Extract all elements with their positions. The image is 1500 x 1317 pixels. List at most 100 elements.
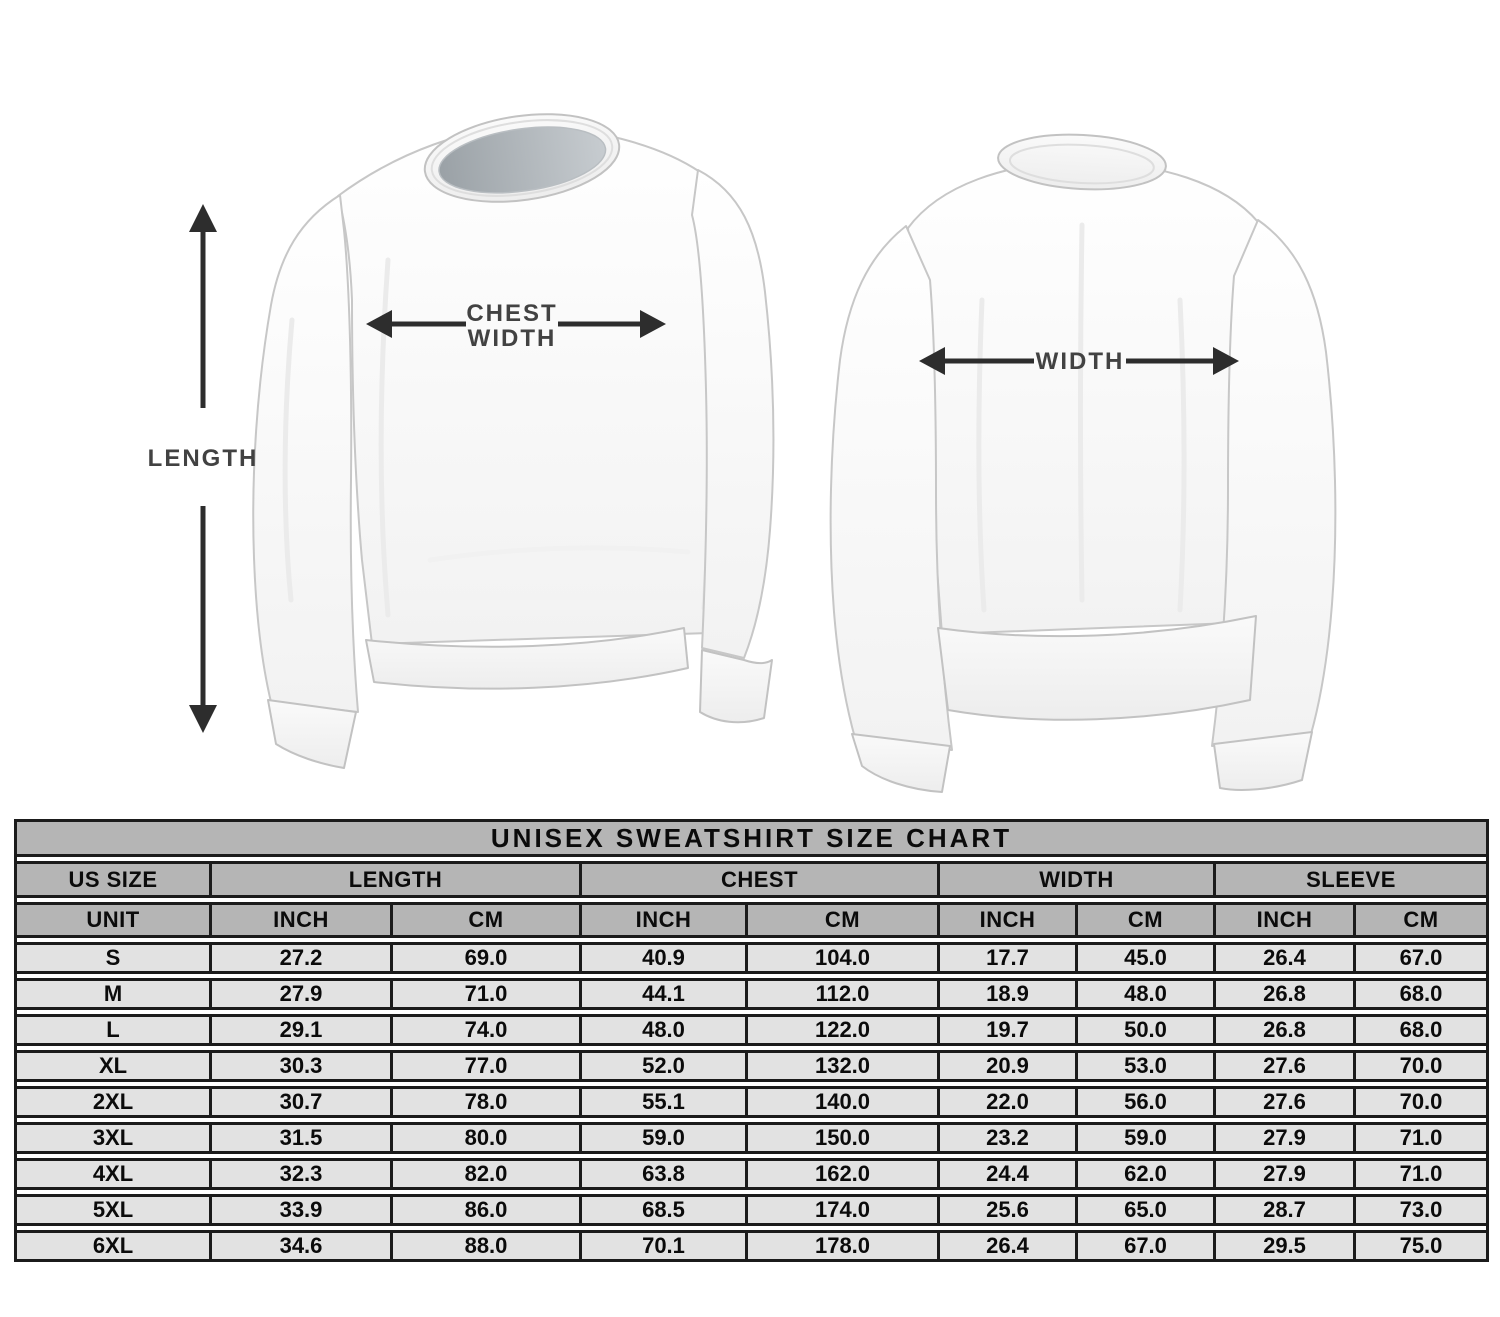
value-cell: 48.0 [579,1017,745,1043]
value-cell: 68.0 [1353,1017,1486,1043]
value-cell: 178.0 [745,1233,937,1259]
size-cell: 3XL [92,1125,134,1150]
back-fold-right [1177,297,1187,613]
length-arrow-icon [189,204,217,733]
table-row-gap [17,1010,1486,1014]
value-cell: 62.0 [1075,1161,1213,1187]
unit-cell: INCH [209,905,390,935]
value-cell: 26.8 [1213,1017,1353,1043]
value-cell: 31.5 [209,1125,390,1151]
header-width: WIDTH [937,864,1213,895]
unit-cell: CM [745,905,937,935]
value-cell: 74.0 [390,1017,579,1043]
size-cell: 2XL [92,1089,134,1114]
back-collar [997,133,1167,191]
value-cell: 88.0 [390,1233,579,1259]
value-cell: 82.0 [390,1161,579,1187]
value-cell: 32.3 [209,1161,390,1187]
value-cell: 65.0 [1075,1197,1213,1223]
header-us-size: US SIZE [68,866,158,892]
table-row: S 27.2 69.0 40.9 104.0 17.7 45.0 26.4 67.0 [17,942,1486,974]
value-cell: 71.0 [1353,1125,1486,1151]
size-chart-table: UNISEX SWEATSHIRT SIZE CHART US SIZE LEN… [14,819,1489,1262]
value-cell: 104.0 [745,945,937,971]
unit-cell: INCH [579,905,745,935]
value-cell: 53.0 [1075,1053,1213,1079]
value-cell: 24.4 [937,1161,1075,1187]
table-row: 6XL 34.6 88.0 70.1 178.0 26.4 67.0 29.5 75.0 [17,1230,1486,1259]
size-cell: M [103,981,123,1006]
length-label: LENGTH [147,445,259,472]
front-right-sleeve [691,169,775,659]
value-cell: 73.0 [1353,1197,1486,1223]
table-row: M 27.9 71.0 44.1 112.0 18.9 48.0 26.8 68.0 [17,978,1486,1010]
measurement-diagram: LENGTH CHEST WIDTH WIDTH [147,113,1337,793]
value-cell: 56.0 [1075,1089,1213,1115]
value-cell: 75.0 [1353,1233,1486,1259]
table-row-gap [17,1190,1486,1194]
value-cell: 30.7 [209,1089,390,1115]
table-row: 3XL 31.5 80.0 59.0 150.0 23.2 59.0 27.9 71.0 [17,1122,1486,1154]
front-left-cuff [267,699,357,769]
value-cell: 150.0 [745,1125,937,1151]
unit-cell: CM [1353,905,1486,935]
value-cell: 59.0 [579,1125,745,1151]
value-cell: 69.0 [390,945,579,971]
header-length: LENGTH [209,864,579,895]
chest-width-label-line1: CHEST [466,300,558,327]
value-cell: 27.9 [209,981,390,1007]
value-cell: 162.0 [745,1161,937,1187]
value-cell: 44.1 [579,981,745,1007]
value-cell: 70.0 [1353,1089,1486,1115]
back-right-cuff [1213,731,1313,791]
value-cell: 50.0 [1075,1017,1213,1043]
value-cell: 28.7 [1213,1197,1353,1223]
table-row-gap [17,974,1486,978]
unit-cell: INCH [937,905,1075,935]
value-cell: 26.4 [1213,945,1353,971]
front-hem-band [365,627,689,690]
value-cell: 63.8 [579,1161,745,1187]
unit-cell: CM [390,905,579,935]
value-cell: 18.9 [937,981,1075,1007]
value-cell: 25.6 [937,1197,1075,1223]
table-title: UNISEX SWEATSHIRT SIZE CHART [17,822,1486,857]
value-cell: 67.0 [1075,1233,1213,1259]
size-cell: 6XL [92,1233,134,1258]
unit-cell: CM [1075,905,1213,935]
value-cell: 29.5 [1213,1233,1353,1259]
table-row: XL 30.3 77.0 52.0 132.0 20.9 53.0 27.6 70.0 [17,1050,1486,1082]
value-cell: 29.1 [209,1017,390,1043]
value-cell: 20.9 [937,1053,1075,1079]
back-left-sleeve [829,225,953,751]
table-header-row: US SIZE LENGTH CHEST WIDTH SLEEVE [17,861,1486,898]
table-row-gap [17,857,1486,861]
back-width-label: WIDTH [1035,348,1125,375]
chest-width-label-line2: WIDTH [467,325,557,352]
value-cell: 122.0 [745,1017,937,1043]
back-hem-band [937,615,1257,721]
back-body [907,160,1276,635]
header-sleeve: SLEEVE [1213,864,1486,895]
value-cell: 112.0 [745,981,937,1007]
front-body [337,125,752,645]
back-left-cuff [851,733,951,793]
value-cell: 52.0 [579,1053,745,1079]
value-cell: 27.6 [1213,1089,1353,1115]
table-row-gap [17,898,1486,902]
sweatshirt-front-illustration [252,113,775,769]
back-right-sleeve [1211,219,1337,747]
size-cell: S [105,945,121,970]
value-cell: 78.0 [390,1089,579,1115]
value-cell: 80.0 [390,1125,579,1151]
back-fold-center [1078,222,1085,603]
value-cell: 19.7 [937,1017,1075,1043]
value-cell: 26.4 [937,1233,1075,1259]
value-cell: 30.3 [209,1053,390,1079]
table-row-gap [17,1046,1486,1050]
table-row-gap [17,1154,1486,1158]
value-cell: 67.0 [1353,945,1486,971]
table-row-gap [17,1118,1486,1122]
table-unit-row: UNIT INCH CM INCH CM INCH CM INCH CM [17,902,1486,938]
value-cell: 27.9 [1213,1161,1353,1187]
